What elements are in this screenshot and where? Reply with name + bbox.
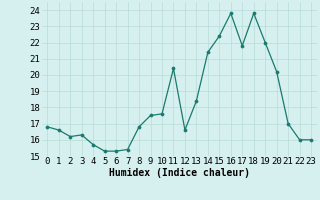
X-axis label: Humidex (Indice chaleur): Humidex (Indice chaleur) xyxy=(109,168,250,178)
